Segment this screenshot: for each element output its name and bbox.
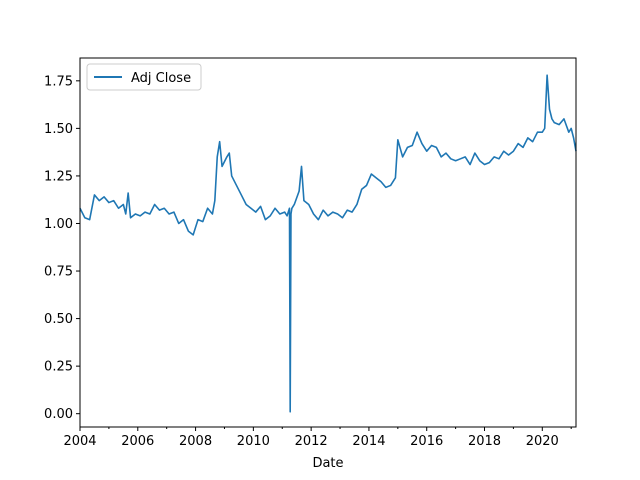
x-tick-label: 2004 [63, 434, 96, 449]
x-axis-title: Date [312, 456, 343, 471]
x-tick-label: 2018 [468, 434, 501, 449]
x-tick-label: 2016 [410, 434, 443, 449]
x-tick-label: 2008 [179, 434, 212, 449]
x-tick-label: 2006 [121, 434, 154, 449]
y-tick-label: 0.75 [44, 265, 73, 280]
legend: Adj Close [86, 63, 202, 91]
axes-frame [79, 57, 577, 428]
x-tick-label: 2010 [237, 434, 270, 449]
series-line-adj-close [79, 74, 577, 413]
axes: 0.00 0.25 0.50 0.75 1.00 1.25 1.50 1.75 2004 2006… [44, 57, 577, 449]
plot-area [79, 74, 577, 413]
y-tick-label: 0.25 [44, 360, 73, 375]
x-tick-label: 2020 [526, 434, 559, 449]
x-tick-label: 2012 [295, 434, 328, 449]
y-tick-label: 1.75 [44, 74, 73, 89]
y-tick-label: 1.50 [44, 122, 73, 137]
x-tick-label: 2014 [352, 434, 385, 449]
legend-label: Adj Close [131, 71, 191, 86]
y-tick-label: 0.50 [44, 312, 73, 327]
y-tick-label: 1.25 [44, 169, 73, 184]
legend-box [86, 63, 202, 91]
y-tick-label: 1.00 [44, 217, 73, 232]
y-tick-label: 0.00 [44, 407, 73, 422]
